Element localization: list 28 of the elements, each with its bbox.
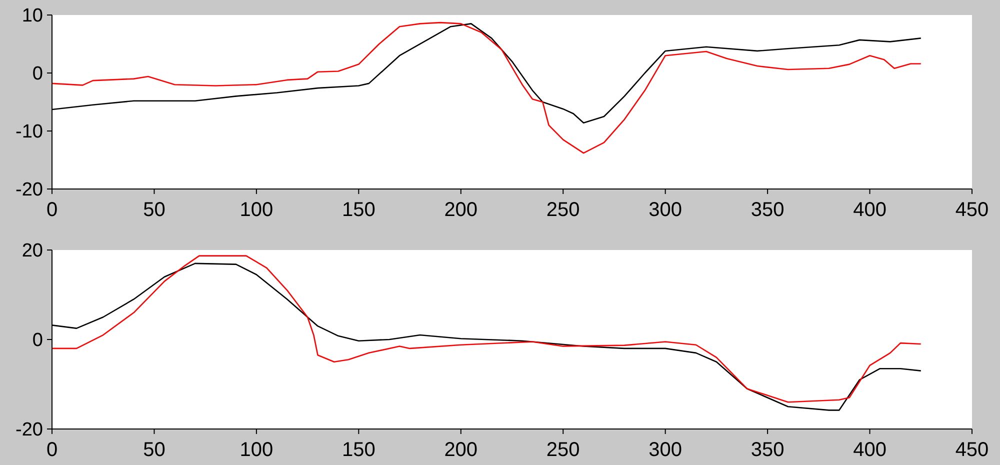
x-tick-label: 300 <box>648 199 682 222</box>
x-tick-label: 250 <box>546 439 580 462</box>
x-tick-label: 150 <box>342 199 376 222</box>
y-tick-label: -10 <box>16 122 43 143</box>
y-tick-label: 10 <box>22 6 43 27</box>
y-tick-label: -20 <box>16 180 43 201</box>
x-tick-label: 0 <box>46 439 58 462</box>
x-tick-label: 200 <box>444 439 478 462</box>
x-tick-label: 450 <box>955 199 989 222</box>
x-tick-label: 350 <box>750 199 784 222</box>
y-tick-label: -20 <box>16 420 43 441</box>
x-tick-label: 250 <box>546 199 580 222</box>
x-tick-label: 400 <box>853 199 886 222</box>
x-tick-label: 200 <box>444 199 478 222</box>
x-tick-label: 400 <box>853 439 886 462</box>
x-tick-label: 50 <box>143 199 166 222</box>
x-tick-label: 150 <box>342 439 376 462</box>
x-tick-label: 0 <box>46 199 58 222</box>
x-tick-label: 450 <box>955 439 989 462</box>
x-tick-label: 350 <box>750 439 784 462</box>
y-tick-label: 0 <box>32 64 43 85</box>
y-tick-label: 20 <box>22 240 43 262</box>
x-tick-label: 300 <box>648 439 682 462</box>
line-series <box>52 22 922 154</box>
x-tick-label: 50 <box>143 439 166 462</box>
y-tick-label: 0 <box>32 330 43 352</box>
x-tick-label: 100 <box>240 199 274 222</box>
x-tick-label: 100 <box>240 439 274 462</box>
